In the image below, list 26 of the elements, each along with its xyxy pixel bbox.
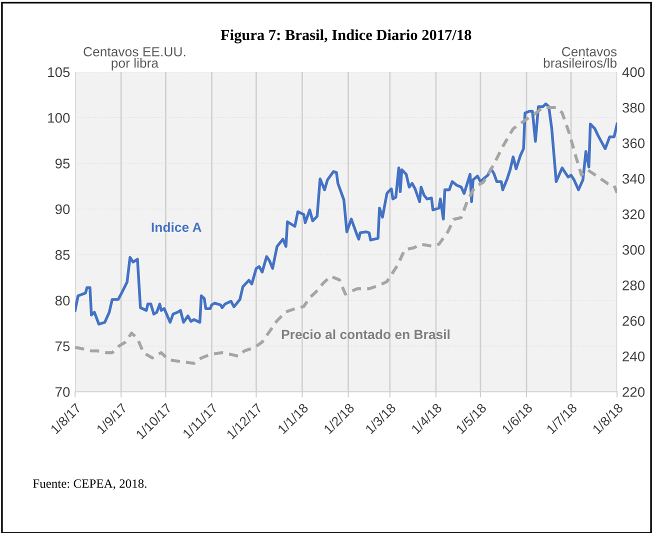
y-tick-label: 75 [56,342,70,352]
y-tick-label: 90 [55,204,70,214]
y2-tick-label: 260 [622,316,645,326]
y-axis-title: Centavos EE.UU. por libra [84,47,186,70]
source-note: Fuente: CEPEA, 2018. [33,479,146,490]
y2-tick-label: 220 [622,387,645,397]
y2-tick-label: 400 [622,67,645,78]
line-series [75,106,618,365]
y-tick-label: 95 [55,158,70,168]
y2-tick-label: 380 [622,102,645,113]
line-series [75,102,618,326]
y2-tick-label: 320 [622,209,645,220]
y2-axis-title: Centavos brasileiros/lb [544,47,617,68]
chart-title: Figura 7: Brasil, Indice Diario 2017/18 [220,29,472,44]
y-tick-label: 80 [55,296,70,306]
y2-tick-label: 280 [622,280,645,290]
y-tick-label: 100 [48,112,70,123]
y2-tick-label: 240 [622,352,645,362]
y-tick-label: 105 [48,67,70,78]
y2-tick-label: 340 [622,174,645,184]
text: Indice A [152,222,202,232]
y2-tick-label: 300 [622,244,645,255]
y-tick-label: 85 [55,250,70,260]
y-tick-label: 70 [56,387,70,397]
y2-tick-label: 360 [622,138,645,148]
series-label: Precio al contado en Brasil [282,329,450,340]
